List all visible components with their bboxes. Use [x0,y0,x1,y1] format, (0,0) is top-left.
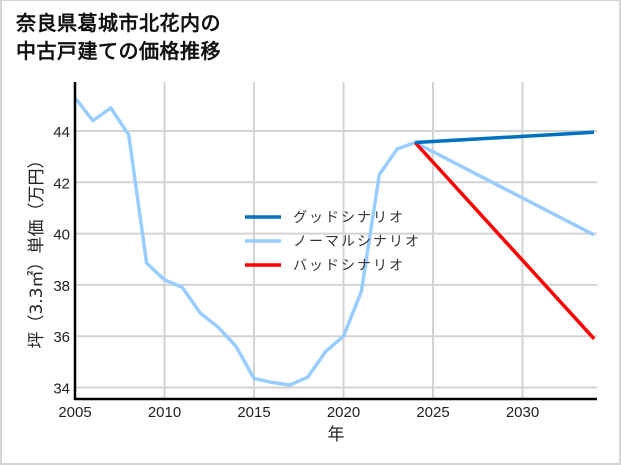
y-tick-label: 44 [53,124,70,141]
y-tick-label: 36 [53,329,70,346]
legend-label: グッドシナリオ [293,210,405,226]
x-tick-labels: 2005 2010 2015 2020 2025 2030 [58,404,539,421]
y-axis-label: 坪（3.3㎡）単価（万円） [27,151,47,348]
legend-label: バッドシナリオ [293,258,405,274]
y-tick-label: 40 [53,227,70,244]
x-tick-label: 2020 [327,404,360,421]
y-tick-label: 38 [53,278,70,295]
series-line-ノーマルシナリオ [414,140,595,237]
gridlines [75,82,597,399]
y-tick-label: 42 [53,175,70,192]
chart-title-line-1: 奈良県葛城市北花内の [16,11,221,35]
series-line-グッドシナリオ [415,130,595,145]
x-tick-label: 2030 [506,404,539,421]
y-tick-labels: 34 36 38 40 42 44 [53,124,70,398]
x-tick-label: 2025 [416,404,449,421]
legend-label: ノーマルシナリオ [293,234,421,250]
axes [73,82,597,401]
x-tick-label: 2005 [58,404,91,421]
chart-title-line-2: 中古戸建ての価格推移 [16,39,221,63]
chart-title: 奈良県葛城市北花内の 中古戸建ての価格推移 [16,9,221,65]
data-series [73,96,596,387]
x-axis-label: 年 [328,425,345,445]
y-tick-label: 34 [53,381,70,398]
x-tick-label: 2010 [148,404,181,421]
series-line-バッドシナリオ [413,141,596,340]
series-line-historical [73,96,416,387]
x-tick-label: 2015 [237,404,270,421]
